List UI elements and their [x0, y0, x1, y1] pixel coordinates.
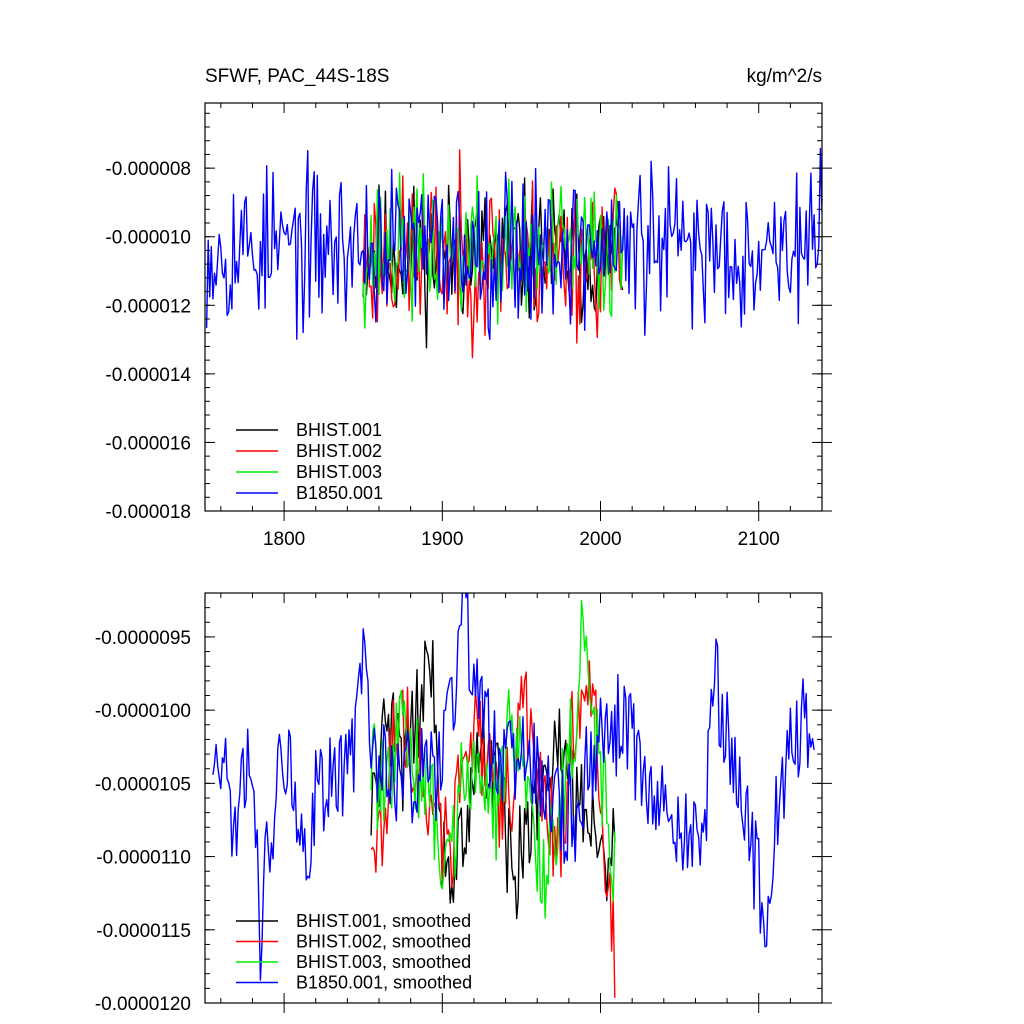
legend-label: B1850.001 [296, 483, 383, 503]
y-axis: -0.000008 -0.000010 -0.000012 -0.000014 -0.0… [105, 112, 832, 523]
x-tick-label: 2000 [579, 529, 621, 550]
units-label: kg/m^2/s [747, 66, 822, 87]
y-tick-label: -0.000014 [105, 365, 191, 386]
legend-label: BHIST.003, smoothed [296, 952, 471, 972]
x-tick-label: 2100 [738, 529, 780, 550]
y-axis: -0.0000095 -0.0000100 -0.0000105 -0.0000110… [95, 592, 832, 1015]
y-tick-label: -0.0000110 [96, 848, 191, 869]
chart-title: SFWF, PAC_44S-18S [205, 66, 389, 87]
legend-label: B1850.001, smoothed [296, 973, 472, 993]
legend-label: BHIST.001, smoothed [296, 911, 471, 931]
y-tick-label: -0.0000100 [95, 701, 191, 722]
legend-label: BHIST.001 [296, 420, 382, 440]
plot-area [212, 593, 815, 998]
x-axis [220, 593, 823, 1013]
legend-label: BHIST.002, smoothed [296, 932, 471, 952]
x-axis: 1800 1900 2000 2100 [220, 103, 823, 550]
plot-area [205, 147, 822, 359]
y-tick-label: -0.000008 [105, 159, 191, 180]
y-tick-label: -0.000012 [105, 296, 191, 317]
plot-frame [204, 102, 823, 512]
legend-label: BHIST.003 [296, 462, 382, 482]
x-tick-label: 1900 [421, 529, 463, 550]
y-tick-label: -0.0000105 [95, 774, 191, 795]
y-tick-label: -0.000016 [105, 433, 191, 454]
y-tick-label: -0.0000120 [95, 994, 191, 1015]
series-line-bhist-002 [362, 149, 624, 359]
legend-label: BHIST.002 [296, 441, 382, 461]
x-tick-label: 1800 [263, 529, 305, 550]
series-line-bhist-002-smoothed [370, 660, 616, 998]
series-line-bhist-003-smoothed [370, 600, 616, 919]
y-tick-label: -0.000010 [105, 228, 191, 249]
y-tick-label: -0.0000115 [96, 921, 191, 942]
y-tick-label: -0.000018 [105, 502, 191, 523]
series-line-b1850-001 [205, 147, 822, 341]
series-line-b1850-001-smoothed [212, 593, 815, 981]
bottom-panel: -0.0000095 -0.0000100 -0.0000105 -0.0000110… [95, 592, 832, 1015]
y-tick-label: -0.0000095 [95, 628, 191, 649]
top-panel: SFWF, PAC_44S-18S kg/m^2/s 1800 1900 2000 2… [105, 66, 832, 550]
